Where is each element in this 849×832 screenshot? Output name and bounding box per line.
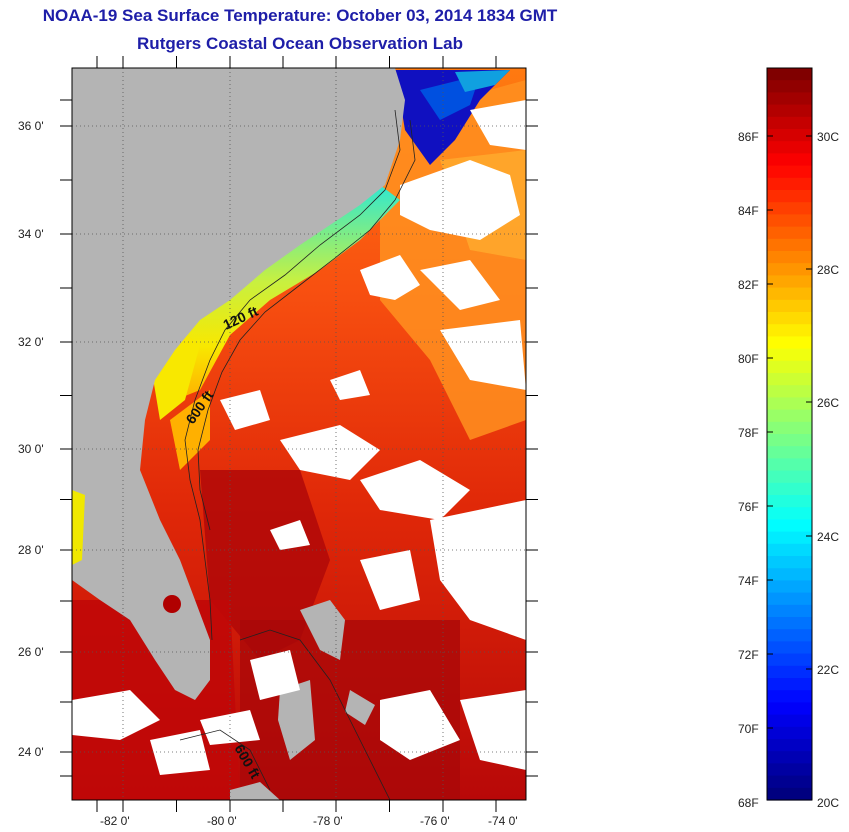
colorbar-swatch: [767, 214, 812, 228]
colorbar-swatch: [767, 360, 812, 374]
colorbar-swatch: [767, 165, 812, 179]
colorbar-swatch: [767, 129, 812, 142]
colorbar-swatch: [767, 458, 812, 472]
colorbar-swatch: [767, 507, 812, 520]
colorbar-swatch: [767, 714, 812, 728]
colorbar-swatch: [767, 434, 812, 447]
colorbar-swatch: [767, 299, 812, 313]
lon-tick-label: -82 0': [100, 814, 130, 828]
colorbar-f-label: 70F: [738, 722, 759, 736]
colorbar-swatch: [767, 519, 812, 533]
colorbar-swatch: [767, 592, 812, 606]
colorbar-swatch: [767, 421, 812, 435]
colorbar-swatch: [767, 580, 812, 594]
map-subtitle: Rutgers Coastal Ocean Observation Lab: [137, 34, 463, 53]
colorbar-f-label: 78F: [738, 426, 759, 440]
colorbar-f-label: 86F: [738, 130, 759, 144]
colorbar-c-label: 30C: [817, 130, 840, 144]
colorbar-swatch: [767, 446, 812, 459]
lat-tick-label: 34 0': [18, 227, 44, 241]
colorbar-swatch: [767, 348, 812, 362]
map-title: NOAA-19 Sea Surface Temperature: October…: [42, 6, 558, 25]
colorbar-c-label: 26C: [817, 396, 840, 410]
colorbar-swatch: [767, 238, 812, 252]
map-frame: [71, 67, 527, 801]
lat-tick-label: 26 0': [18, 645, 44, 659]
colorbar-swatch: [767, 470, 812, 484]
lat-tick-label: 30 0': [18, 442, 44, 456]
colorbar-swatch: [767, 617, 812, 630]
colorbar-swatch: [767, 482, 812, 496]
colorbar-swatch: [767, 629, 812, 642]
lon-tick-label: -76 0': [420, 814, 450, 828]
colorbar-f-label: 74F: [738, 574, 759, 588]
colorbar-swatch: [767, 495, 812, 508]
colorbar-swatch: [767, 568, 812, 581]
colorbar-swatch: [767, 787, 812, 801]
colorbar-swatch: [767, 153, 812, 167]
colorbar-swatch: [767, 641, 812, 655]
colorbar-swatch: [767, 543, 812, 557]
lon-tick-label: -78 0': [313, 814, 343, 828]
colorbar-f-label: 68F: [738, 796, 759, 810]
colorbar-swatch: [767, 312, 812, 325]
colorbar-swatch: [767, 324, 812, 337]
colorbar-swatch: [767, 104, 812, 118]
colorbar-swatch: [767, 653, 812, 667]
colorbar-swatch: [767, 385, 812, 398]
colorbar-swatch: [767, 116, 812, 130]
colorbar-swatch: [767, 177, 812, 191]
colorbar-swatch: [767, 190, 812, 203]
colorbar-swatch: [767, 665, 812, 679]
colorbar-f-label: 80F: [738, 352, 759, 366]
colorbar-swatch: [767, 92, 812, 106]
colorbar-swatch: [767, 80, 812, 93]
map-imagery: 120 ft 600 ft 600 ft: [72, 68, 526, 800]
colorbar-swatch: [767, 678, 812, 691]
colorbar-c-label: 20C: [817, 796, 840, 810]
colorbar-f-label: 82F: [738, 278, 759, 292]
colorbar-f-label: 72F: [738, 648, 759, 662]
colorbar-swatch: [767, 251, 812, 264]
lat-tick-label: 32 0': [18, 335, 44, 349]
colorbar-swatch: [767, 226, 812, 240]
colorbar-swatch: [767, 775, 812, 789]
colorbar-tick-marks: [767, 135, 812, 801]
lat-tick-label: 36 0': [18, 119, 44, 133]
colorbar-f-label: 84F: [738, 204, 759, 218]
colorbar-swatch: [767, 373, 812, 386]
colorbar-f-label: 76F: [738, 500, 759, 514]
colorbar-swatch: [767, 141, 812, 154]
colorbar-swatch: [767, 409, 812, 423]
colorbar-frame: [766, 67, 813, 801]
colorbar-c-label: 22C: [817, 663, 840, 677]
colorbar-swatch: [767, 68, 812, 81]
colorbar-swatch: [767, 336, 812, 350]
colorbar-swatch: [767, 556, 812, 569]
colorbar-swatch: [767, 275, 812, 289]
colorbar-c-label: 28C: [817, 263, 840, 277]
colorbar-c-label: 24C: [817, 530, 840, 544]
lon-tick-label: -80 0': [207, 814, 237, 828]
colorbar-swatch: [767, 287, 812, 301]
lat-tick-label: 24 0': [18, 745, 44, 759]
colorbar-swatch: [767, 751, 812, 764]
colorbar-swatch: [767, 739, 812, 752]
colorbar-swatch: [767, 726, 812, 740]
colorbar-swatch: [767, 202, 812, 215]
lat-tick-label: 28 0': [18, 543, 44, 557]
lon-tick-label: -74 0': [488, 814, 518, 828]
colorbar-swatch: [767, 763, 812, 777]
colorbar-swatch: [767, 702, 812, 716]
colorbar: [767, 68, 812, 801]
colorbar-swatch: [767, 604, 812, 618]
colorbar-swatch: [767, 690, 812, 703]
colorbar-swatch: [767, 263, 812, 276]
map-tick-marks: [60, 56, 538, 812]
colorbar-swatch: [767, 531, 812, 545]
colorbar-swatch: [767, 397, 812, 411]
